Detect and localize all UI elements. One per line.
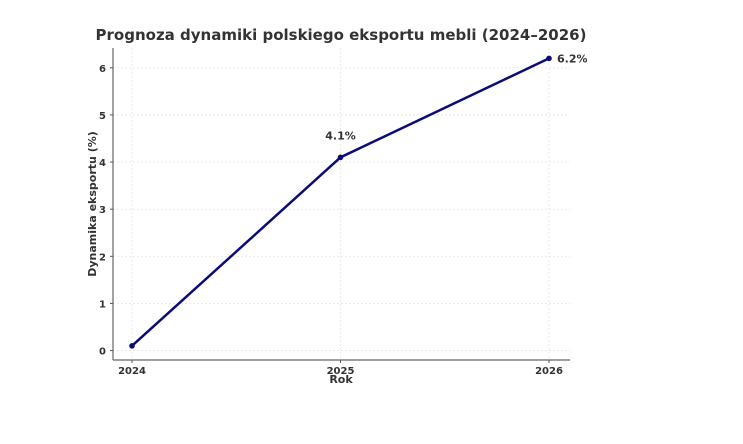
y-tick-label: 3 [99,205,106,216]
data-point [546,55,552,62]
x-tick-label: 2025 [327,366,355,377]
y-tick-label: 4 [99,158,106,169]
y-tick-label: 2 [99,252,106,263]
x-tick-label: 2026 [535,366,563,377]
y-axis-label: Dynamika eksportu (%) [86,131,99,277]
y-tick-label: 6 [99,64,106,75]
x-axis-label: Rok [329,373,353,386]
series [129,55,552,349]
x-tick-label: 2024 [118,366,146,377]
y-tick-label: 0 [99,347,106,358]
ticks: 0 1 2 3 4 5 6 2024 2025 2026 [99,64,563,377]
data-point [129,343,135,349]
data-point [337,154,344,161]
grid [113,48,570,360]
annotations: 4.1% 6.2% [325,52,587,142]
data-label: 6.2% [557,52,588,65]
y-tick-label: 1 [99,299,106,310]
chart-title: Prognoza dynamiki polskiego eksportu meb… [96,26,587,44]
axes [112,48,570,361]
y-tick-label: 5 [99,111,106,122]
data-label: 4.1% [325,129,356,142]
